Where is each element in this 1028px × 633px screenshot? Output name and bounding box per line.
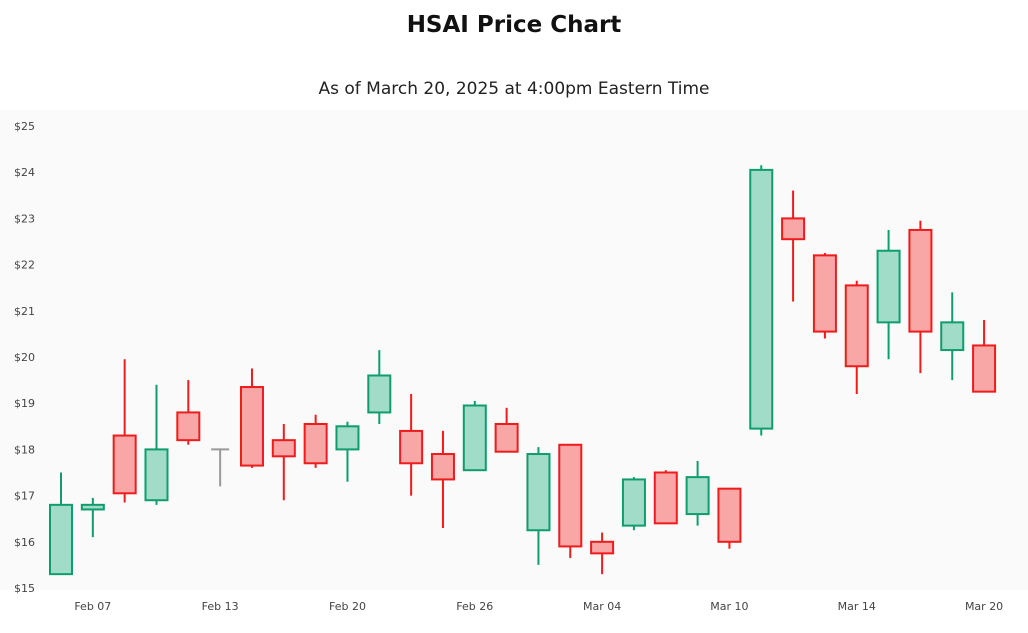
x-tick-label: Mar 14 [838, 600, 876, 613]
candle [239, 368, 264, 468]
candle-body [781, 217, 806, 241]
candle-body [908, 228, 933, 333]
candle [781, 190, 806, 302]
x-tick-label: Mar 04 [583, 600, 621, 613]
candle [430, 430, 455, 528]
candle-body [972, 344, 997, 393]
candle [876, 229, 901, 360]
x-tick-label: Feb 07 [74, 600, 111, 613]
candle-body [80, 503, 105, 511]
candle [940, 292, 965, 381]
candle [367, 350, 392, 424]
candle [749, 165, 774, 436]
candle-body [526, 453, 551, 532]
candle [399, 393, 424, 496]
candle [717, 487, 742, 549]
y-tick-label: $20 [14, 351, 35, 364]
candle [49, 472, 73, 576]
candle-body [653, 471, 678, 525]
candle [211, 448, 230, 487]
x-tick-label: Feb 13 [202, 600, 239, 613]
chart-title: HSAI Price Chart [406, 12, 622, 38]
candle-body [303, 422, 328, 465]
candle-body [462, 404, 487, 472]
candle-body [430, 453, 455, 481]
y-tick-label: $18 [14, 443, 35, 456]
x-axis: Feb 07 Feb 13 Feb 20 Feb 26 Mar 04 Mar 10 Mar … [74, 600, 1003, 613]
y-tick-label: $19 [14, 397, 35, 410]
x-tick-label: Mar 20 [965, 600, 1003, 613]
candle [558, 443, 583, 558]
x-tick-label: Mar 10 [710, 600, 748, 613]
candle-body [49, 503, 73, 576]
y-tick-label: $17 [14, 490, 35, 503]
candle-body [176, 411, 201, 442]
candle-body [367, 374, 392, 414]
plot-background [0, 110, 1028, 590]
candle-body [399, 429, 424, 465]
candles [49, 165, 997, 576]
candle [653, 470, 678, 525]
candle [144, 384, 169, 505]
candle [685, 460, 710, 526]
candle [526, 447, 551, 565]
candle [335, 421, 360, 482]
candle-body [590, 540, 615, 555]
candle [590, 532, 615, 575]
candle [303, 414, 328, 468]
y-tick-label: $24 [14, 166, 35, 179]
candle [844, 280, 869, 394]
candle-body [717, 487, 742, 543]
y-tick-label: $21 [14, 305, 35, 318]
candle [112, 359, 137, 503]
y-tick-label: $23 [14, 212, 35, 225]
candle [812, 253, 837, 339]
candle [462, 400, 487, 472]
candle-body [494, 422, 519, 453]
candle-body [876, 249, 901, 324]
candle-body [621, 478, 646, 527]
y-tick-label: $15 [14, 582, 35, 595]
candle [176, 380, 201, 445]
y-axis: $15 $16 $17 $18 $19 $20 $21 $22 $23 $24 $25 [14, 120, 35, 595]
candle-body [558, 443, 583, 548]
x-tick-label: Feb 26 [456, 600, 493, 613]
candle-body [112, 434, 137, 495]
y-tick-label: $16 [14, 536, 35, 549]
candle-body [749, 168, 774, 430]
candle [494, 407, 519, 453]
candle [271, 423, 296, 501]
candle-body [144, 448, 169, 502]
candle-body [812, 254, 837, 333]
y-tick-label: $25 [14, 120, 35, 133]
candle-body [940, 321, 965, 352]
candle-body [685, 476, 710, 516]
candle [621, 477, 646, 531]
x-tick-label: Feb 20 [329, 600, 366, 613]
chart-subtitle: As of March 20, 2025 at 4:00pm Eastern T… [318, 79, 710, 99]
candle [80, 497, 105, 538]
y-tick-label: $22 [14, 259, 35, 272]
candle-body [239, 386, 264, 467]
candle [972, 320, 997, 393]
candle-body [844, 284, 869, 368]
candle [908, 220, 933, 374]
candle-body [271, 439, 296, 458]
candle-body [335, 425, 360, 451]
